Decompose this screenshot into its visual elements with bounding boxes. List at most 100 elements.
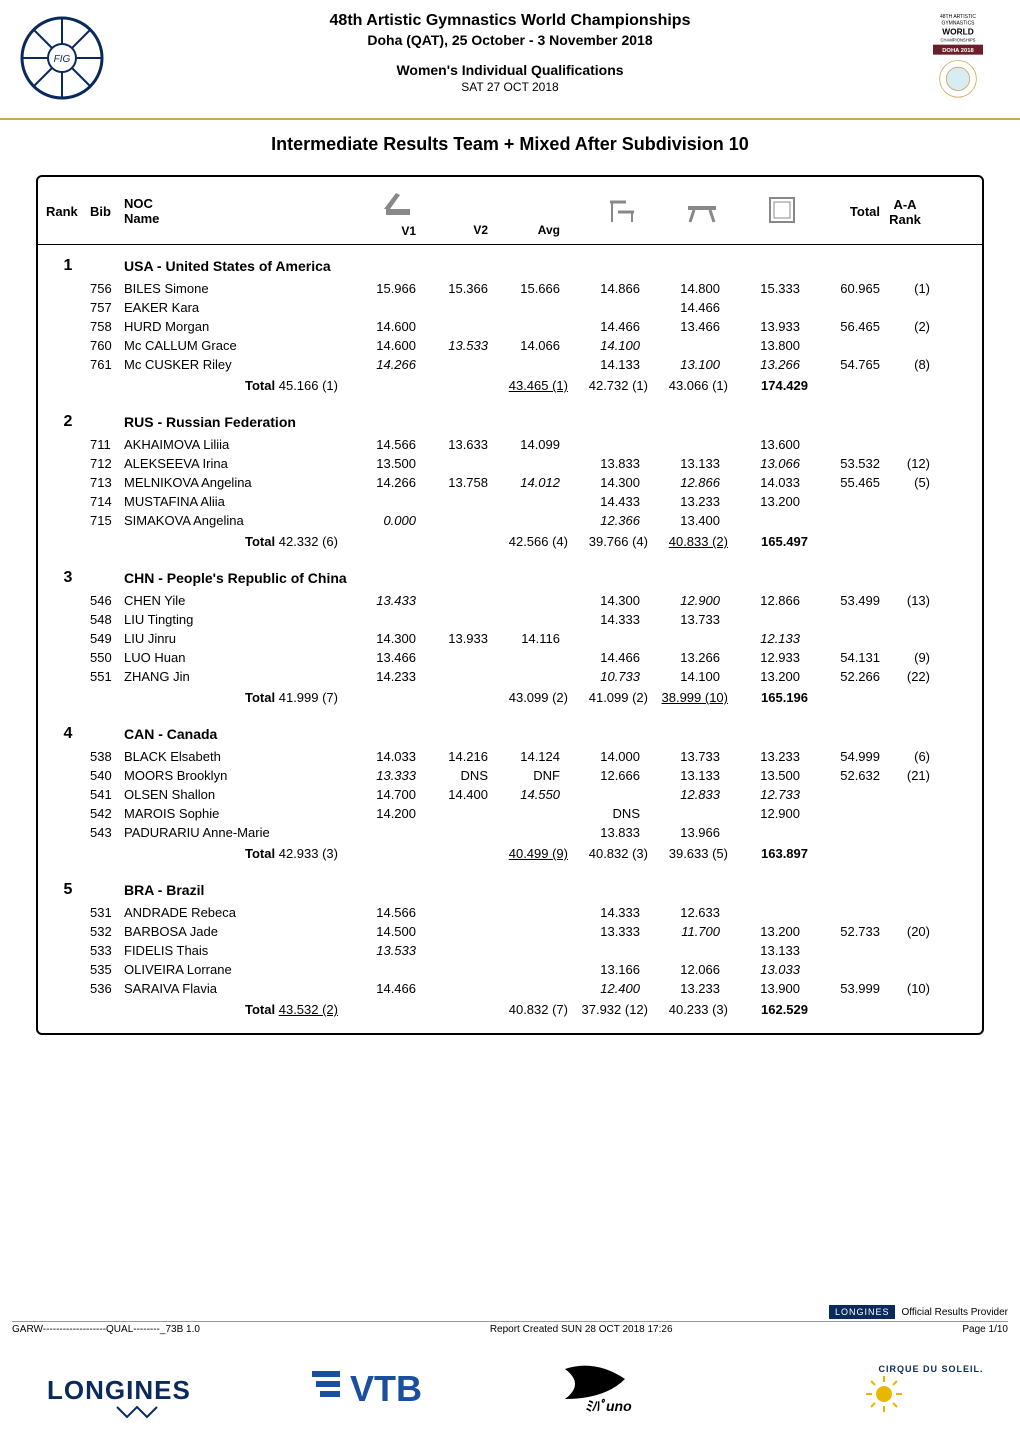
athlete-aarank: (9)	[880, 650, 930, 665]
cell-v1: 13.533	[344, 943, 416, 958]
cell-fx: 12.900	[720, 806, 800, 821]
cell-fx: 13.033	[720, 962, 800, 977]
athlete-row: 548LIU Tingting14.33313.733	[46, 610, 974, 629]
cirque-logo: CIRQUE DU SOLEIL.	[784, 1364, 984, 1417]
athlete-aarank: (5)	[880, 475, 930, 490]
athlete-name: AKHAIMOVA Liliia	[124, 437, 344, 452]
athlete-bib: 761	[90, 357, 124, 372]
footer-sponsor-row: LONGINES VTB ﾐﾊﾟuno CIRQUE DU SOLEIL.	[12, 1345, 1008, 1435]
team-rank: 5	[46, 881, 90, 899]
svg-text:WORLD: WORLD	[942, 27, 973, 37]
athlete-bib: 711	[90, 437, 124, 452]
cell-ub: 14.466	[560, 319, 640, 334]
cell-ub: 14.866	[560, 281, 640, 296]
teams-container: 1USA - United States of America756BILES …	[38, 245, 982, 1025]
athlete-bib: 757	[90, 300, 124, 315]
cell-v1: 14.600	[344, 319, 416, 334]
cell-fx: 13.233	[720, 749, 800, 764]
cell-ub: 10.733	[560, 669, 640, 684]
team-total-row: Total 42.332 (6)42.566 (4)39.766 (4)40.8…	[46, 530, 974, 557]
athlete-aarank: (12)	[880, 456, 930, 471]
team-total-score: 174.429	[728, 378, 808, 393]
athlete-name: SIMAKOVA Angelina	[124, 513, 344, 528]
cell-v2: 15.366	[416, 281, 488, 296]
athlete-bib: 758	[90, 319, 124, 334]
athlete-row: 761Mc CUSKER Riley14.26614.13313.10013.2…	[46, 355, 974, 374]
cell-ub: 12.400	[560, 981, 640, 996]
name-label: Name	[124, 212, 344, 226]
col-rank-label: Rank	[46, 204, 90, 219]
provider-label: Official Results Provider	[901, 1307, 1008, 1318]
athlete-row: 758HURD Morgan14.60014.46613.46613.93356…	[46, 317, 974, 336]
cirque-label: CIRQUE DU SOLEIL.	[784, 1364, 984, 1374]
cell-ub: 13.333	[560, 924, 640, 939]
cell-fx: 12.733	[720, 787, 800, 802]
team-block: 4CAN - Canada538BLACK Elsabeth14.03314.2…	[38, 713, 982, 869]
cell-ub: 14.133	[560, 357, 640, 372]
cell-fx: 13.200	[720, 494, 800, 509]
team-total-ub: 43.465 (1)	[488, 378, 568, 393]
avg-label: Avg	[488, 223, 560, 237]
cell-fx: 12.133	[720, 631, 800, 646]
athlete-bib: 535	[90, 962, 124, 977]
cell-bb: 13.966	[640, 825, 720, 840]
longines-badge: LONGINES	[829, 1305, 896, 1319]
cell-v1: 14.266	[344, 475, 416, 490]
cell-v1: 14.466	[344, 981, 416, 996]
cell-avg: 14.124	[488, 749, 560, 764]
team-total-score: 163.897	[728, 846, 808, 861]
cell-bb: 12.900	[640, 593, 720, 608]
page-title: Intermediate Results Team + Mixed After …	[0, 134, 1020, 155]
cell-fx: 13.933	[720, 319, 800, 334]
cell-fx: 13.200	[720, 924, 800, 939]
athlete-row: 543PADURARIU Anne-Marie13.83313.966	[46, 823, 974, 842]
cell-ub: 14.333	[560, 905, 640, 920]
col-balance-beam	[640, 192, 720, 231]
cell-bb: 13.133	[640, 768, 720, 783]
cell-bb: 13.233	[640, 494, 720, 509]
athlete-row: 542MAROIS Sophie14.200DNS12.900	[46, 804, 974, 823]
cell-bb: 11.700	[640, 924, 720, 939]
team-rank: 2	[46, 413, 90, 431]
cell-fx: 13.800	[720, 338, 800, 353]
v2-label: V2	[416, 223, 488, 237]
athlete-name: MUSTAFINA Aliia	[124, 494, 344, 509]
team-name: RUS - Russian Federation	[124, 414, 974, 430]
athlete-name: Mc CALLUM Grace	[124, 338, 344, 353]
athlete-row: 536SARAIVA Flavia14.46612.40013.23313.90…	[46, 979, 974, 998]
cell-v1: 14.266	[344, 357, 416, 372]
cell-v2: 13.533	[416, 338, 488, 353]
cell-ub: 13.833	[560, 456, 640, 471]
athlete-bib: 532	[90, 924, 124, 939]
athlete-row: 533FIDELIS Thais13.53313.133	[46, 941, 974, 960]
cell-ub: 14.466	[560, 650, 640, 665]
athlete-aarank: (22)	[880, 669, 930, 684]
athlete-bib: 533	[90, 943, 124, 958]
cell-avg: 14.116	[488, 631, 560, 646]
athlete-total: 53.499	[800, 593, 880, 608]
cell-fx: 14.033	[720, 475, 800, 490]
cell-bb: 13.233	[640, 981, 720, 996]
team-total-ub: 42.566 (4)	[488, 534, 568, 549]
cell-avg: 14.066	[488, 338, 560, 353]
cell-ub: 13.833	[560, 825, 640, 840]
athlete-name: MAROIS Sophie	[124, 806, 344, 821]
col-floor	[720, 192, 800, 231]
athlete-name: EAKER Kara	[124, 300, 344, 315]
cell-ub: 12.666	[560, 768, 640, 783]
table-header-row: Rank Bib NOC Name V1 V2 Avg	[38, 181, 982, 245]
vault-icon	[380, 185, 416, 221]
cell-bb: 14.800	[640, 281, 720, 296]
header-titles: 48th Artistic Gymnastics World Champions…	[112, 8, 908, 94]
cell-v1: 14.300	[344, 631, 416, 646]
athlete-row: 715SIMAKOVA Angelina0.00012.36613.400	[46, 511, 974, 530]
team-total-bb: 40.832 (3)	[568, 846, 648, 861]
team-total-label: Total 41.999 (7)	[46, 690, 344, 705]
athlete-bib: 760	[90, 338, 124, 353]
athlete-total: 55.465	[800, 475, 880, 490]
cell-fx: 13.900	[720, 981, 800, 996]
athlete-name: ANDRADE Rebeca	[124, 905, 344, 920]
team-total-fx: 40.833 (2)	[648, 534, 728, 549]
noc-label: NOC	[124, 197, 344, 211]
team-block: 5BRA - Brazil531ANDRADE Rebeca14.56614.3…	[38, 869, 982, 1025]
